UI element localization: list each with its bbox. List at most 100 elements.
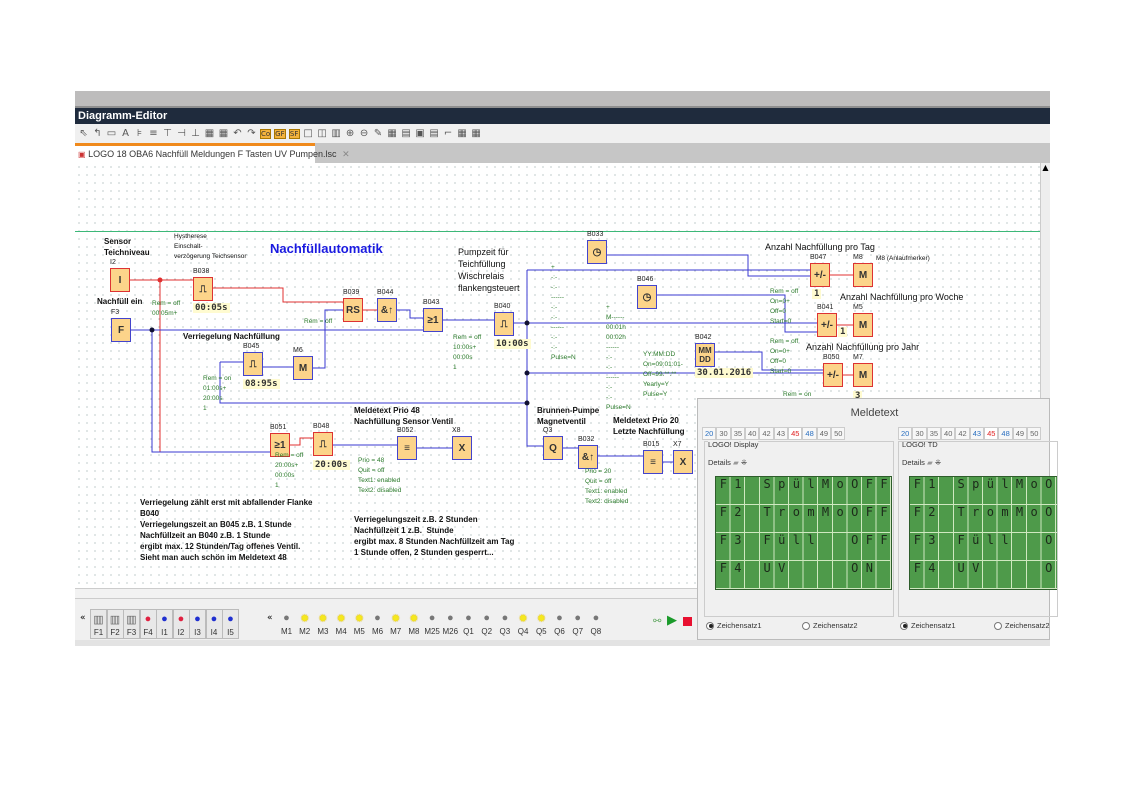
block-b050[interactable]: +/- (823, 363, 843, 387)
input-i2[interactable]: ● I2 (172, 609, 190, 639)
radio-charset2-display[interactable]: Zeichensatz2 (802, 621, 858, 630)
co-icon[interactable]: Co (260, 128, 272, 139)
message-tab-35[interactable]: 35 (926, 427, 942, 440)
single-view-icon[interactable]: □ (303, 128, 313, 139)
input-f1[interactable]: ▥ F1 (90, 609, 107, 639)
message-tab-35[interactable]: 35 (730, 427, 746, 440)
online-test-icon[interactable]: ▤ (429, 128, 439, 139)
block-m7[interactable]: M (853, 363, 873, 387)
block-q3[interactable]: Q (543, 436, 563, 460)
stop-icon[interactable] (683, 617, 692, 626)
options-icon[interactable]: ⁜ (934, 458, 942, 467)
grid-icon[interactable]: ▦ (457, 128, 467, 139)
block-i2[interactable]: I (110, 268, 130, 292)
message-tab-48[interactable]: 48 (802, 427, 817, 440)
message-tab-42[interactable]: 42 (759, 427, 774, 440)
message-tab-43[interactable]: 43 (969, 427, 985, 440)
radio-charset1-td[interactable]: Zeichensatz1 (900, 621, 956, 630)
radio-charset2-td[interactable]: Zeichensatz2 (994, 621, 1050, 630)
collapse-inputs-button[interactable]: « (80, 613, 86, 623)
message-tab-30[interactable]: 30 (716, 427, 731, 440)
input-i4[interactable]: ● I4 (205, 609, 223, 639)
message-tab-20[interactable]: 20 (898, 427, 913, 440)
align-bottom-icon[interactable]: ⊥ (191, 128, 200, 139)
network-icon[interactable]: ⚯ (653, 616, 662, 627)
scroll-up-icon[interactable]: ▲ (1042, 163, 1049, 172)
block-x7[interactable]: X (673, 450, 693, 474)
zoom-out-icon[interactable]: ⊖ (359, 128, 369, 139)
collapse-outputs-button[interactable]: « (267, 613, 273, 623)
message-tab-49[interactable]: 49 (1012, 427, 1028, 440)
message-tab-42[interactable]: 42 (955, 427, 970, 440)
block-b038[interactable]: ⎍ (193, 277, 213, 301)
message-tab-45[interactable]: 45 (984, 427, 999, 440)
message-tab-20[interactable]: 20 (702, 427, 717, 440)
block-b044[interactable]: &↑ (377, 298, 397, 322)
block-b052[interactable]: ≡ (397, 436, 417, 460)
block-b032[interactable]: &↑ (578, 445, 598, 469)
simulation-icon[interactable]: ▣ (415, 128, 425, 139)
tab-document[interactable]: ▣ LOGO 18 OBA6 Nachfüll Meldungen F Tast… (75, 143, 350, 163)
ungroup-icon[interactable]: ▦ (218, 128, 229, 139)
block-m6[interactable]: M (293, 356, 313, 380)
redo-icon[interactable]: ↷ (247, 128, 256, 139)
block-m5[interactable]: M (853, 313, 873, 337)
input-i3[interactable]: ● I3 (189, 609, 206, 639)
input-f3[interactable]: ▥ F3 (123, 609, 140, 639)
input-i5[interactable]: ● I5 (222, 609, 239, 639)
play-icon[interactable]: ▶ (667, 613, 677, 628)
edit-icon[interactable]: ▰ (927, 458, 933, 467)
block-b046[interactable]: ◷ (637, 285, 657, 309)
align-middle-icon[interactable]: ⊣ (177, 128, 186, 139)
edit-icon[interactable]: ▰ (733, 458, 739, 467)
block-b043[interactable]: ≥1 (423, 308, 443, 332)
select-icon[interactable]: ⇖ (79, 128, 88, 139)
vertical-scrollbar[interactable]: ▲ (1040, 163, 1050, 588)
input-i1[interactable]: ● I1 (156, 609, 173, 639)
input-f4[interactable]: ● F4 (139, 609, 157, 639)
options-icon[interactable]: ⁜ (740, 458, 748, 467)
group-icon[interactable]: ▦ (204, 128, 215, 139)
split-view-icon[interactable]: ◫ (317, 128, 327, 139)
block-b041[interactable]: +/- (817, 313, 837, 337)
block-f3[interactable]: F (111, 318, 131, 342)
block-b047[interactable]: +/- (810, 263, 830, 287)
align-center-icon[interactable]: ≡ (149, 128, 158, 139)
align-left-icon[interactable]: ⊧ (136, 128, 143, 139)
close-icon[interactable]: ✕ (342, 149, 350, 159)
radio-charset1-display[interactable]: Zeichensatz1 (706, 621, 762, 630)
zoom-in-icon[interactable]: ⊕ (345, 128, 355, 139)
sf-icon[interactable]: SF (288, 128, 300, 139)
pen-icon[interactable]: ✎ (373, 128, 383, 139)
block-x8[interactable]: X (452, 436, 472, 460)
grid2-icon[interactable]: ▦ (471, 128, 481, 139)
input-f2[interactable]: ▥ F2 (106, 609, 124, 639)
message-tab-43[interactable]: 43 (773, 427, 789, 440)
message-tab-50[interactable]: 50 (831, 427, 846, 440)
message-tab-49[interactable]: 49 (816, 427, 832, 440)
block-b040[interactable]: ⎍ (494, 312, 514, 336)
constant-icon[interactable]: ▭ (106, 128, 117, 139)
block-b015[interactable]: ≡ (643, 450, 663, 474)
block-b039[interactable]: RS (343, 298, 363, 322)
message-tab-30[interactable]: 30 (912, 427, 927, 440)
block-b051[interactable]: ≥1 (270, 433, 290, 457)
message-tab-50[interactable]: 50 (1027, 427, 1042, 440)
block-b045[interactable]: ⎍ (243, 352, 263, 376)
align-top-icon[interactable]: ⊤ (163, 128, 172, 139)
pulse-icon[interactable]: ⌐ (443, 128, 453, 139)
block-b048[interactable]: ⎍ (313, 432, 333, 456)
message-tab-45[interactable]: 45 (788, 427, 803, 440)
block-b033[interactable]: ◷ (587, 240, 607, 264)
block-m8[interactable]: M (853, 263, 873, 287)
message-tab-48[interactable]: 48 (998, 427, 1013, 440)
block-b042[interactable]: MM DD (695, 343, 715, 367)
triple-view-icon[interactable]: ▥ (331, 128, 341, 139)
gf-icon[interactable]: GF (274, 128, 286, 139)
text-icon[interactable]: A (122, 128, 129, 139)
message-tab-40[interactable]: 40 (745, 427, 760, 440)
table-icon[interactable]: ▦ (387, 128, 397, 139)
block-icon[interactable]: ▤ (401, 128, 411, 139)
message-tab-40[interactable]: 40 (941, 427, 956, 440)
connect-icon[interactable]: ↰ (93, 128, 102, 139)
